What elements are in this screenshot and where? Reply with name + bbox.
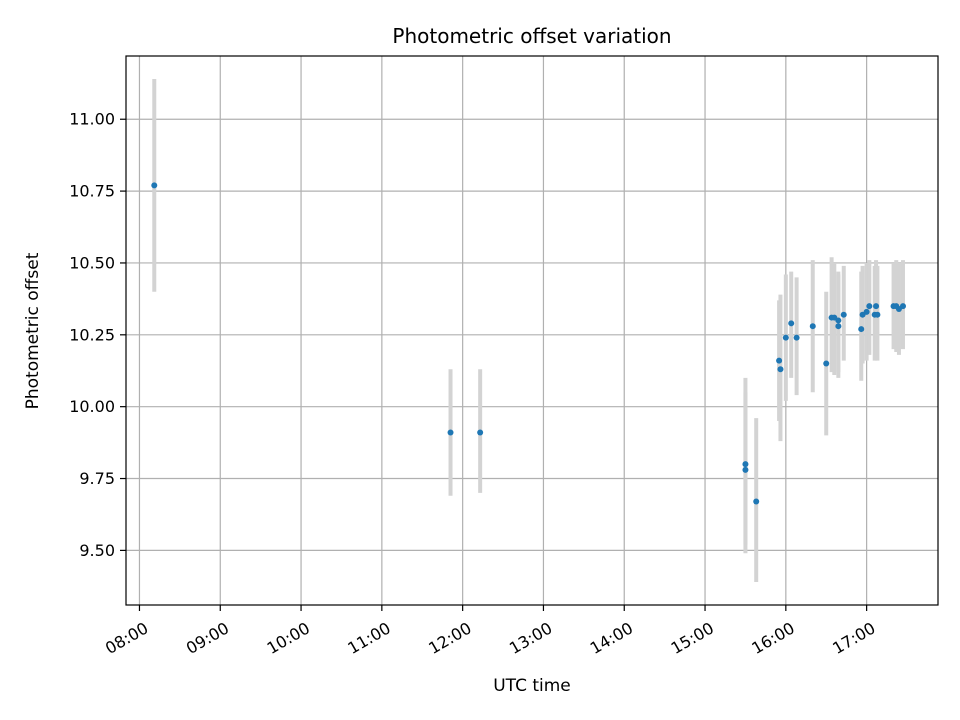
data-point: [835, 323, 842, 330]
data-point: [742, 466, 749, 473]
y-tick-label: 10.00: [69, 397, 115, 416]
y-tick-label: 10.25: [69, 325, 115, 344]
data-point: [776, 357, 783, 364]
data-point: [447, 429, 454, 436]
data-point: [863, 308, 870, 315]
data-point: [823, 360, 830, 367]
data-point: [809, 323, 816, 330]
y-tick-label: 9.50: [79, 541, 115, 560]
data-point: [899, 303, 906, 310]
data-point: [793, 334, 800, 341]
plot-area-frame: [125, 55, 939, 606]
y-tick-label: 11.00: [69, 110, 115, 129]
data-point: [477, 429, 484, 436]
data-point: [835, 317, 842, 324]
y-tick-label: 10.50: [69, 253, 115, 272]
data-point: [874, 311, 881, 318]
data-points: [151, 182, 906, 505]
y-tick-label: 9.75: [79, 469, 115, 488]
x-axis-title: UTC time: [493, 676, 571, 696]
data-point: [840, 311, 847, 318]
data-point: [753, 498, 760, 505]
y-tick-label: 10.75: [69, 182, 115, 201]
data-point: [866, 303, 873, 310]
data-point: [742, 461, 749, 468]
data-point: [777, 366, 784, 373]
y-axis-ticks: 9.50 9.75 10.00 10.25 10.50 10.75 11.00: [69, 110, 126, 560]
data-point: [873, 303, 880, 310]
data-point: [151, 182, 158, 189]
data-point: [858, 326, 865, 333]
chart-title: Photometric offset variation: [392, 24, 671, 48]
data-point: [782, 334, 789, 341]
data-point: [788, 320, 795, 327]
grid-lines: [126, 56, 938, 605]
y-axis-title: Photometric offset: [23, 252, 43, 409]
